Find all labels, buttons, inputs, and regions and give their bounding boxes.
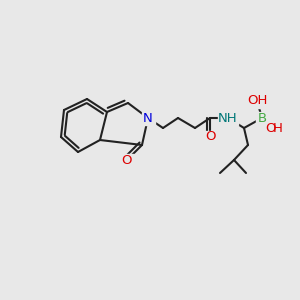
Text: N: N bbox=[143, 112, 153, 124]
Text: B: B bbox=[257, 112, 267, 124]
FancyBboxPatch shape bbox=[142, 112, 154, 124]
FancyBboxPatch shape bbox=[218, 112, 238, 124]
Text: O: O bbox=[265, 122, 275, 134]
Text: NH: NH bbox=[218, 112, 238, 124]
Text: O: O bbox=[205, 130, 215, 143]
FancyBboxPatch shape bbox=[247, 94, 267, 107]
FancyBboxPatch shape bbox=[272, 122, 284, 134]
FancyBboxPatch shape bbox=[203, 130, 217, 143]
Text: H: H bbox=[273, 122, 283, 134]
FancyBboxPatch shape bbox=[256, 112, 268, 124]
Text: O: O bbox=[122, 154, 132, 166]
FancyBboxPatch shape bbox=[121, 154, 134, 166]
FancyBboxPatch shape bbox=[263, 122, 277, 134]
Text: OH: OH bbox=[247, 94, 267, 107]
